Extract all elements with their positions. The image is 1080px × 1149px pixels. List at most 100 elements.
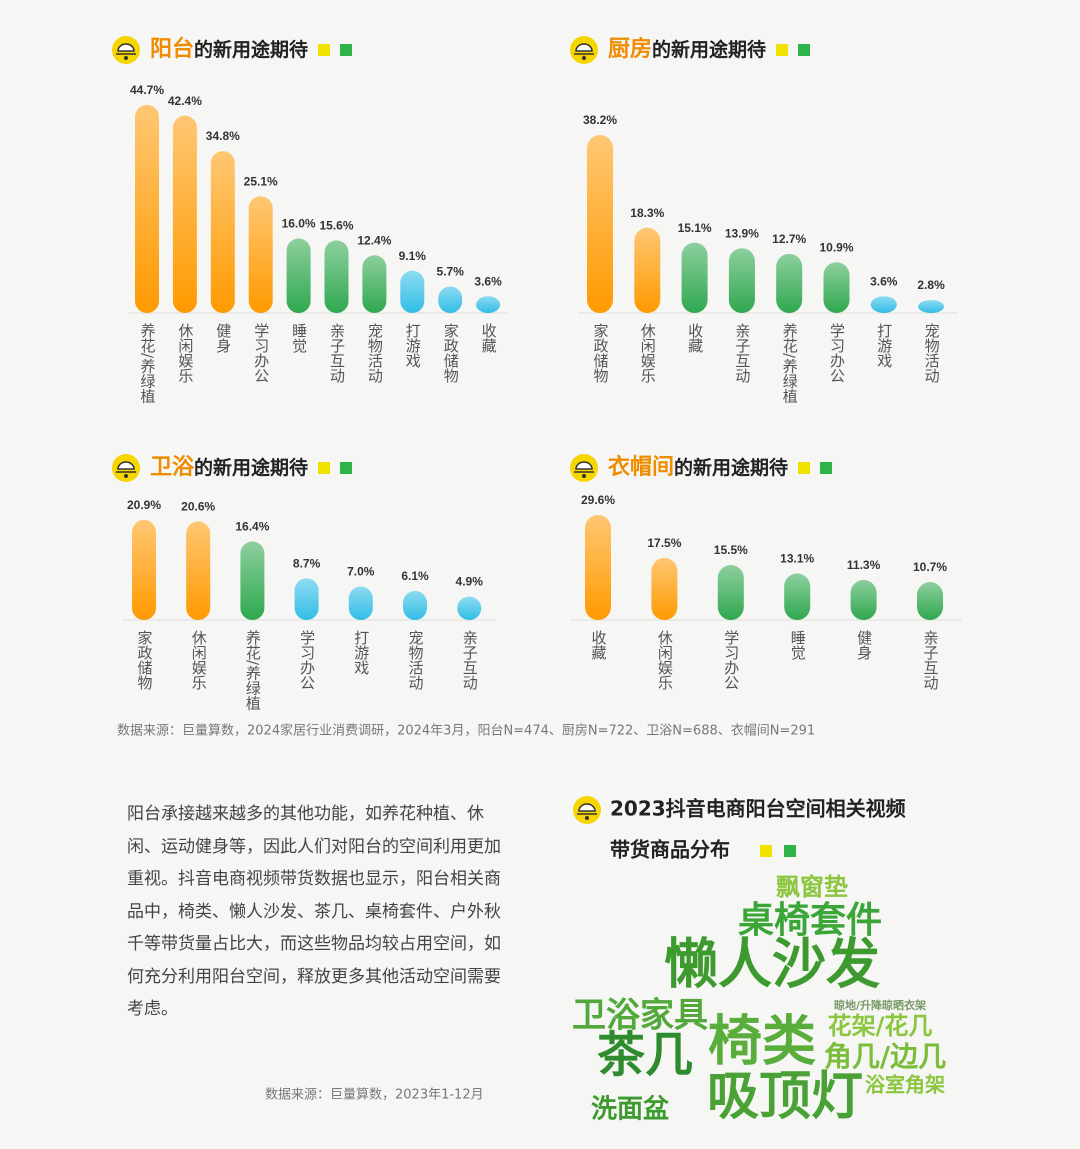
category-label: 养花/养绿植 xyxy=(244,630,262,710)
chart-title: 厨房的新用途期待 xyxy=(608,36,766,62)
category-label: 亲子互动 xyxy=(328,323,346,384)
title-text: 的新用途期待 xyxy=(652,38,766,61)
deco-square xyxy=(798,462,811,474)
title-text: 的新用途期待 xyxy=(194,38,308,61)
bar xyxy=(132,520,156,620)
bar xyxy=(918,299,945,313)
bar xyxy=(717,565,744,620)
value-label: 5.7% xyxy=(437,265,465,279)
word: 椅类 xyxy=(708,1010,816,1073)
bar xyxy=(728,248,755,313)
category-label: 休闲娱乐 xyxy=(639,323,657,383)
word: 懒人沙发 xyxy=(664,933,880,996)
bar xyxy=(587,135,613,313)
value-label: 18.3% xyxy=(630,206,664,220)
title-icon xyxy=(575,461,593,470)
category-label: 休闲娱乐 xyxy=(176,323,194,383)
category-label: 亲子互动 xyxy=(922,630,940,691)
value-label: 34.8% xyxy=(206,129,240,143)
word: 吸顶灯 xyxy=(707,1067,863,1127)
category-label: 学习办公 xyxy=(252,323,270,383)
title-highlight: 阳台 xyxy=(150,36,194,62)
category-label: 家政储物 xyxy=(442,323,460,384)
value-label: 25.1% xyxy=(244,174,278,188)
bar xyxy=(186,521,211,620)
deco-square xyxy=(318,462,331,474)
category-label: 家政储物 xyxy=(136,630,154,691)
value-label: 13.9% xyxy=(725,226,759,240)
deco-square xyxy=(318,44,331,56)
value-label: 44.7% xyxy=(130,83,164,97)
bar xyxy=(362,255,387,313)
word: 角几/边几 xyxy=(824,1040,946,1073)
word: 桌椅套件 xyxy=(738,900,882,941)
chart-title: 卫浴的新用途期待 xyxy=(150,455,308,480)
value-label: 38.2% xyxy=(583,113,617,127)
category-label: 休闲娱乐 xyxy=(656,630,674,690)
word: 洗面盆 xyxy=(591,1094,670,1125)
value-label: 17.5% xyxy=(647,536,681,550)
category-label: 收藏 xyxy=(686,323,704,354)
bar xyxy=(823,262,850,313)
category-label: 打游戏 xyxy=(404,323,422,369)
category-label: 学习办公 xyxy=(722,630,740,690)
chart-title: 衣帽间的新用途期待 xyxy=(608,454,788,480)
value-label: 15.5% xyxy=(714,543,748,557)
value-label: 7.0% xyxy=(347,565,375,579)
bar xyxy=(240,541,265,620)
category-label: 亲子互动 xyxy=(461,630,479,691)
word: 花架/花几 xyxy=(828,1012,933,1040)
category-label: 养花/养绿植 xyxy=(139,323,157,403)
bar xyxy=(294,578,319,620)
deco-square xyxy=(784,845,796,857)
word: 卫浴家具 xyxy=(572,996,708,1036)
bar xyxy=(784,573,811,620)
deco-square xyxy=(340,462,353,474)
word-cloud-title: 带货商品分布 xyxy=(610,838,730,862)
bar xyxy=(135,105,159,313)
value-label: 10.7% xyxy=(913,560,947,574)
bar xyxy=(403,590,427,620)
value-label: 20.9% xyxy=(127,498,161,512)
category-label: 打游戏 xyxy=(352,630,370,676)
bar xyxy=(248,196,273,313)
bar xyxy=(457,596,482,620)
value-label: 42.4% xyxy=(168,94,202,108)
bar xyxy=(917,582,943,620)
bar xyxy=(870,296,897,313)
title-highlight: 厨房 xyxy=(608,36,652,62)
bar xyxy=(348,586,373,620)
title-highlight: 卫浴 xyxy=(150,455,195,480)
category-label: 宠物活动 xyxy=(366,323,384,384)
category-label: 睡觉 xyxy=(290,323,308,354)
category-label: 打游戏 xyxy=(875,323,893,369)
paragraph: 阳台承接越来越多的其他功能，如养花种植、休闲、运动健身等，因此人们对阳台的空间利… xyxy=(127,804,501,1019)
word: 晾地/升降晾晒衣架 xyxy=(834,998,926,1012)
title-icon xyxy=(117,43,135,52)
value-label: 10.9% xyxy=(819,240,853,254)
bar xyxy=(634,227,661,313)
category-label: 休闲娱乐 xyxy=(190,630,208,690)
value-label: 15.6% xyxy=(319,219,353,233)
bar xyxy=(776,253,803,313)
bar xyxy=(286,238,311,313)
title-text: 的新用途期待 xyxy=(194,456,308,479)
category-label: 健身 xyxy=(855,630,873,661)
category-label: 宠物活动 xyxy=(407,630,425,691)
value-label: 16.4% xyxy=(235,520,269,534)
value-label: 11.3% xyxy=(847,558,881,572)
chart-title: 阳台的新用途期待 xyxy=(150,36,308,62)
deco-square xyxy=(776,44,789,56)
value-label: 6.1% xyxy=(401,569,429,583)
bar xyxy=(850,579,877,620)
category-label: 健身 xyxy=(214,323,232,354)
value-label: 4.9% xyxy=(456,575,484,589)
value-label: 8.7% xyxy=(293,557,321,571)
title-icon xyxy=(117,461,135,470)
value-label: 20.6% xyxy=(181,500,215,514)
deco-square xyxy=(340,44,353,56)
value-label: 12.4% xyxy=(357,233,391,247)
bar xyxy=(585,515,611,620)
